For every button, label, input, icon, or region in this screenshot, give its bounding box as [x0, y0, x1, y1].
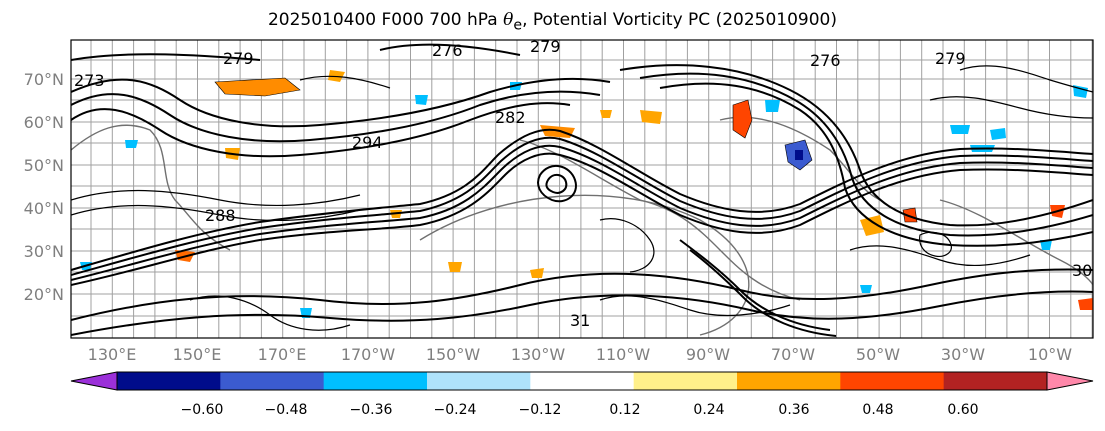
- lon-label: 30°W: [940, 345, 986, 364]
- lat-label: 60°N: [23, 113, 64, 132]
- lat-label: 70°N: [23, 70, 64, 89]
- lon-label: 10°W: [1027, 345, 1073, 364]
- contour-label: 288: [205, 206, 236, 225]
- lon-label: 90°W: [685, 345, 731, 364]
- meridian-grid: [90, 40, 1093, 338]
- lon-label: 170°E: [257, 345, 307, 364]
- lon-label: 130°W: [510, 345, 566, 364]
- colorbar-tick-label: −0.36: [349, 402, 393, 418]
- contour-labels: 279 276 279 273 282 294 288 276 279 30 3…: [74, 37, 1092, 330]
- contour-label: 31: [570, 311, 590, 330]
- contour-label: 30: [1072, 261, 1092, 280]
- map-title: 2025010400 F000 700 hPa θe, Potential Vo…: [267, 10, 838, 34]
- lat-label: 20°N: [23, 285, 64, 304]
- pv-shading: [80, 70, 1093, 318]
- colorbar-tick-label: −0.12: [518, 402, 562, 418]
- theta-e-detail-contours: [71, 65, 1093, 331]
- lon-label: 50°W: [855, 345, 901, 364]
- lon-label: 150°E: [172, 345, 222, 364]
- map-frame: [70, 39, 1094, 339]
- colorbar-tick-label: 0.48: [862, 402, 894, 418]
- lon-label: 130°E: [87, 345, 137, 364]
- lat-label: 30°N: [23, 242, 64, 261]
- colorbar: [70, 371, 1094, 391]
- lat-label: 40°N: [23, 199, 64, 218]
- colorbar-tick-label: −0.24: [433, 402, 477, 418]
- colorbar-bin: [427, 372, 531, 390]
- contour-label: 294: [352, 133, 383, 152]
- contour-label: 279: [530, 37, 561, 56]
- colorbar-extend-low: [70, 371, 118, 391]
- contour-label: 276: [810, 51, 841, 70]
- theta-e-contours: [71, 43, 1093, 337]
- colorbar-bin: [220, 372, 325, 390]
- colorbar-tick-label: 0.36: [778, 402, 810, 418]
- colorbar-tick-label: 0.12: [609, 402, 641, 418]
- contour-label: 276: [432, 41, 463, 60]
- colorbar-bin: [323, 372, 428, 390]
- lon-label: 110°W: [595, 345, 651, 364]
- contour-label: 273: [74, 71, 105, 90]
- colorbar-tick-label: 0.60: [947, 402, 979, 418]
- colorbar-tick-label: 0.24: [693, 402, 725, 418]
- contour-label: 282: [495, 108, 526, 127]
- lat-lon-grid: [71, 59, 1093, 317]
- colorbar-bin: [633, 372, 738, 390]
- contour-label: 279: [223, 49, 254, 68]
- colorbar-extend-high: [1046, 371, 1094, 391]
- colorbar-bin: [530, 372, 635, 390]
- colorbar-bin: [840, 372, 945, 390]
- lon-label: 70°W: [770, 345, 816, 364]
- lon-label: 150°W: [425, 345, 481, 364]
- lon-label: 170°W: [340, 345, 396, 364]
- contour-label: 279: [935, 49, 966, 68]
- colorbar-bin: [737, 372, 841, 390]
- colorbar-bin: [943, 372, 1048, 390]
- lat-label: 50°N: [23, 156, 64, 175]
- colorbar-tick-label: −0.60: [180, 402, 224, 418]
- colorbar-tick-label: −0.48: [264, 402, 308, 418]
- colorbar-bin: [117, 372, 221, 390]
- colorbar-frame: [116, 371, 1048, 391]
